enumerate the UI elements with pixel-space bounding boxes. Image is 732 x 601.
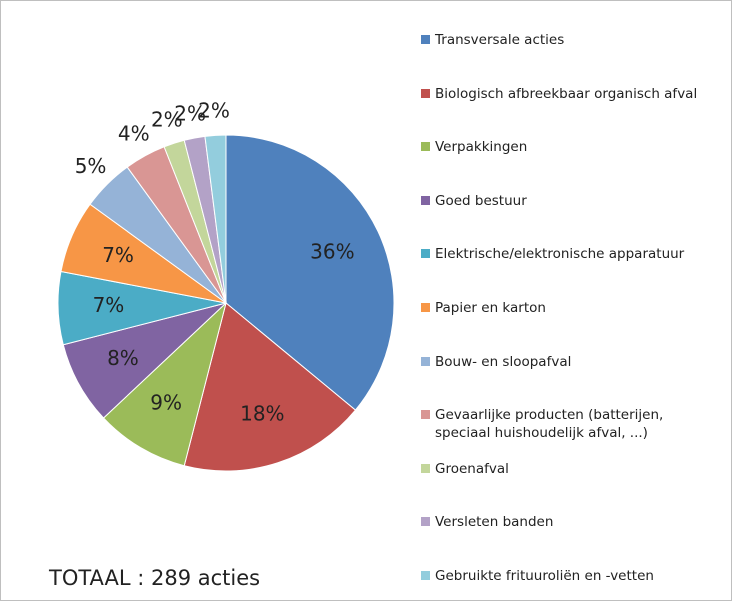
legend-item: Verpakkingen [421,138,721,156]
slice-label: 18% [240,401,284,425]
legend-label: Elektrische/elektronische apparatuur [435,246,685,263]
legend-item: Papier en karton [421,299,721,317]
legend-swatch [421,35,430,44]
legend-label: Groenafval [435,460,509,477]
legend-label: Bouw- en sloopafval [435,353,572,370]
legend-label: Papier en karton [435,300,546,316]
legend-item: Transversale acties [421,31,721,49]
slice-label: 2% [198,98,230,122]
pie-slice [102,301,227,467]
legend-label: Versleten banden [435,514,554,531]
legend-swatch [421,410,430,420]
legend-swatch [421,88,430,98]
legend-swatch [421,356,430,366]
legend-item: Gevaarlijke producten (batterijen, speci… [421,406,721,442]
legend-item: Goed bestuur [421,192,721,210]
legend-swatch [421,303,430,312]
pie-slice [225,134,395,411]
legend-label: Biologisch afbreekbaar organisch afval [435,85,698,102]
pie-slice [183,302,357,472]
slice-label: 9% [150,391,182,415]
pie-slice [204,134,227,304]
legend-label: Goed bestuur [435,192,527,209]
legend-item: Elektrische/elektronische apparatuur [421,245,721,263]
legend-swatch [421,517,430,527]
legend-item: Versleten banden [421,513,721,531]
legend-label: Verpakkingen [435,139,528,156]
legend-item: Bouw- en sloopafval [421,353,721,371]
slice-label: 2% [174,101,206,125]
legend-label: Gebruikte frituuroliën en -vetten [435,568,654,584]
legend-item: Biologisch afbreekbaar organisch afval [421,85,721,103]
slice-label: 36% [310,239,354,263]
legend-swatch [421,195,430,205]
slice-label: 4% [118,122,150,146]
slice-label: 2% [151,107,183,131]
slice-label: 7% [102,243,134,267]
legend-swatch [421,571,430,580]
legend-label: Gevaarlijke producten (batterijen, speci… [435,407,664,442]
legend-label: Transversale acties [435,32,565,48]
legend-swatch [421,249,430,259]
slice-label: 7% [93,293,125,317]
slice-label: 8% [107,346,139,370]
slice-label: 5% [75,154,107,178]
legend-item: Groenafval [421,460,721,478]
legend-swatch [421,142,430,152]
legend-item: Gebruikte frituuroliën en -vetten [421,567,721,585]
legend-swatch [421,463,430,473]
total-annotation: TOTAAL : 289 acties [49,566,261,590]
